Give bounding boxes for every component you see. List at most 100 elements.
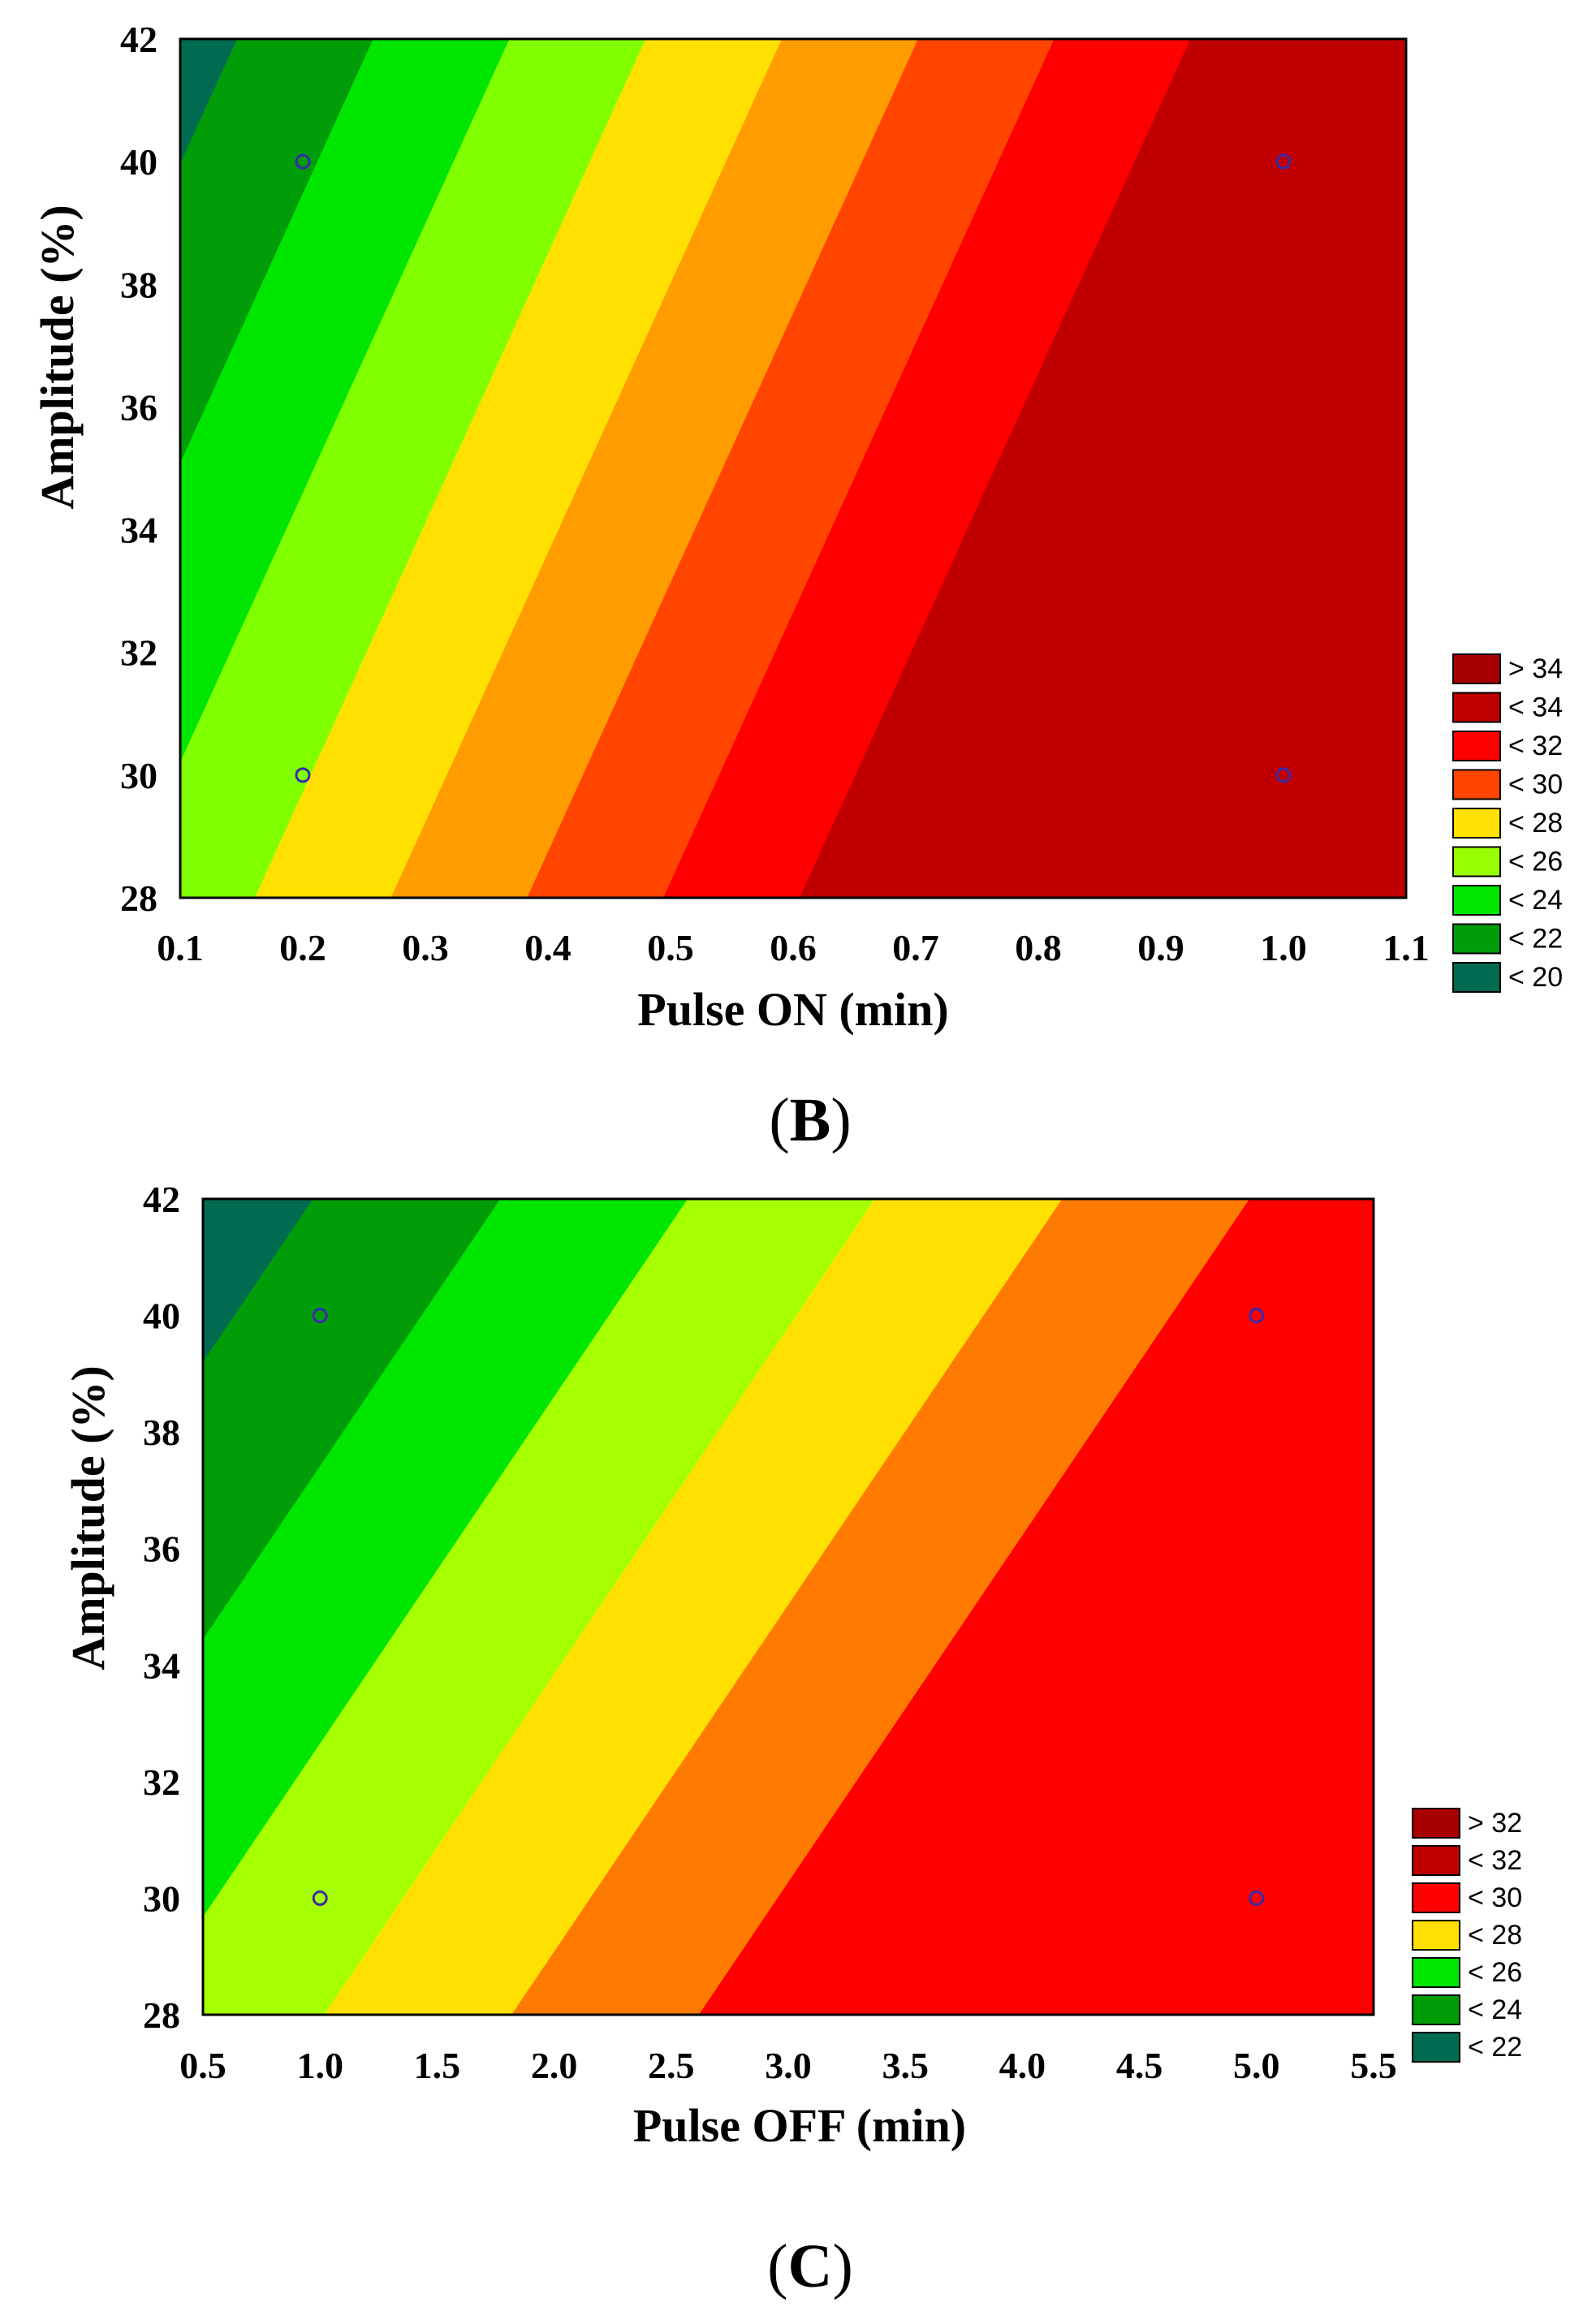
legend-label: < 20 [1508, 962, 1563, 993]
contour-band [698, 1199, 1374, 2015]
y-tick-label: 42 [143, 1179, 180, 1220]
x-tick-label: 2.0 [531, 2045, 578, 2086]
legend-swatch [1412, 1957, 1460, 1988]
x-tick-label: 0.3 [402, 927, 449, 968]
x-tick-label: 0.9 [1137, 927, 1184, 968]
legend-label: < 26 [1468, 1957, 1522, 1988]
x-tick-label: 0.6 [770, 927, 817, 968]
legend-label: < 32 [1508, 731, 1563, 761]
legend-swatch [1452, 885, 1501, 916]
y-tick-labels-b: 28 30 32 34 36 38 40 42 [120, 19, 157, 919]
x-tick-label: 1.0 [1260, 927, 1307, 968]
legend-label: < 32 [1468, 1845, 1522, 1876]
x-tick-label: 5.5 [1350, 2045, 1397, 2086]
legend-swatch [1412, 1994, 1460, 2025]
x-tick-label: 1.1 [1382, 927, 1430, 968]
design-point [312, 1308, 328, 1324]
y-tick-label: 32 [143, 1761, 180, 1803]
y-tick-label: 34 [120, 510, 157, 551]
design-points-b [295, 153, 1292, 783]
contour-band [527, 39, 1055, 898]
contour-plot-b [180, 39, 1406, 898]
y-tick-label: 32 [120, 632, 157, 674]
design-point [295, 767, 311, 783]
x-tick-label: 4.0 [999, 2045, 1046, 2086]
legend-label: < 28 [1508, 808, 1563, 839]
panel-c: 0.5 1.0 1.5 2.0 2.5 3.0 3.5 4.0 4.5 5.0 5.5 28 30 32… [62, 1179, 1522, 2300]
x-tick-label: 0.7 [892, 927, 939, 968]
legend-swatch [1452, 769, 1501, 800]
legend-label: < 30 [1508, 770, 1563, 800]
plot-frame-b [179, 37, 1408, 899]
x-tick-label: 0.4 [524, 927, 572, 968]
legend-label: < 28 [1468, 1920, 1522, 1951]
panel-label-b: (B) [769, 1086, 851, 1154]
x-tick-label: 2.5 [648, 2045, 695, 2086]
legend-label: > 32 [1468, 1808, 1522, 1839]
contour-band [663, 39, 1192, 898]
legend-swatch [1412, 1882, 1460, 1913]
design-point [312, 1890, 328, 1906]
y-tick-labels-c: 28 30 32 34 36 38 40 42 [143, 1179, 180, 2036]
design-point [1249, 1308, 1265, 1324]
x-tick-label: 0.8 [1015, 927, 1062, 968]
legend-swatch [1452, 923, 1501, 955]
x-axis-label-b: Pulse ON (min) [637, 983, 948, 1036]
legend-swatch [1452, 846, 1501, 877]
contour-band [180, 39, 647, 898]
x-tick-labels-b: 0.1 0.2 0.3 0.4 0.5 0.6 0.7 0.8 0.9 1.0 1.1 [157, 927, 1430, 968]
x-tick-label: 0.2 [279, 927, 326, 968]
legend-swatch [1452, 808, 1501, 839]
legend-label: > 34 [1508, 653, 1563, 684]
x-tick-label: 4.5 [1116, 2045, 1163, 2086]
legend-label: < 22 [1508, 924, 1563, 955]
y-tick-label: 38 [143, 1412, 180, 1453]
panel-b: 0.1 0.2 0.3 0.4 0.5 0.6 0.7 0.8 0.9 1.0 1.1 28 30 32… [31, 19, 1563, 1154]
legend-label: < 24 [1468, 1994, 1522, 2025]
y-tick-label: 36 [120, 386, 157, 428]
x-tick-label: 0.5 [179, 2045, 226, 2086]
contour-band [390, 39, 919, 898]
legend-label: < 30 [1468, 1882, 1522, 1913]
x-tick-label: 3.0 [765, 2045, 812, 2086]
y-tick-label: 30 [120, 755, 157, 796]
y-tick-label: 36 [143, 1528, 180, 1570]
legend-label: < 22 [1468, 2032, 1522, 2063]
y-tick-label: 40 [120, 141, 157, 183]
legend-swatch [1412, 1808, 1460, 1839]
y-tick-label: 40 [143, 1296, 180, 1337]
y-tick-label: 34 [143, 1645, 180, 1686]
y-tick-label: 42 [120, 19, 157, 60]
legend-label: < 24 [1508, 885, 1563, 916]
contour-band [799, 39, 1406, 898]
x-tick-label: 1.0 [296, 2045, 343, 2086]
legend-swatch [1452, 692, 1501, 723]
design-point [1249, 1890, 1265, 1906]
x-axis-label-c: Pulse OFF (min) [633, 2099, 966, 2152]
plot-frame-c [201, 1197, 1375, 2016]
contour-band [511, 1199, 1251, 2015]
legend-label: < 34 [1508, 692, 1563, 723]
contour-plot-c [203, 1199, 1374, 2015]
design-points-c [312, 1308, 1265, 1906]
panel-label-c: (C) [767, 2232, 853, 2300]
x-tick-labels-c: 0.5 1.0 1.5 2.0 2.5 3.0 3.5 4.0 4.5 5.0 5.5 [179, 2045, 1397, 2086]
y-axis-label-b: Amplitude (%) [31, 205, 84, 509]
design-point [1275, 767, 1292, 783]
y-tick-label: 28 [143, 1994, 180, 2036]
legend-swatch [1412, 1845, 1460, 1876]
x-tick-label: 1.5 [414, 2045, 461, 2086]
contour-band [203, 1199, 876, 2015]
y-tick-label: 28 [120, 877, 157, 919]
x-tick-label: 0.5 [647, 927, 694, 968]
design-point [1275, 153, 1292, 170]
y-tick-label: 30 [143, 1878, 180, 1919]
design-point [295, 153, 311, 170]
legend-b: > 34 < 34 < 32 < 30 < 28 < 26 < 24 < 22 < 20 [1452, 653, 1563, 993]
x-tick-label: 0.1 [157, 927, 204, 968]
legend-swatch [1452, 731, 1501, 761]
legend-swatch [1412, 1920, 1460, 1951]
x-tick-label: 5.0 [1233, 2045, 1280, 2086]
y-axis-label-c: Amplitude (%) [62, 1365, 114, 1670]
